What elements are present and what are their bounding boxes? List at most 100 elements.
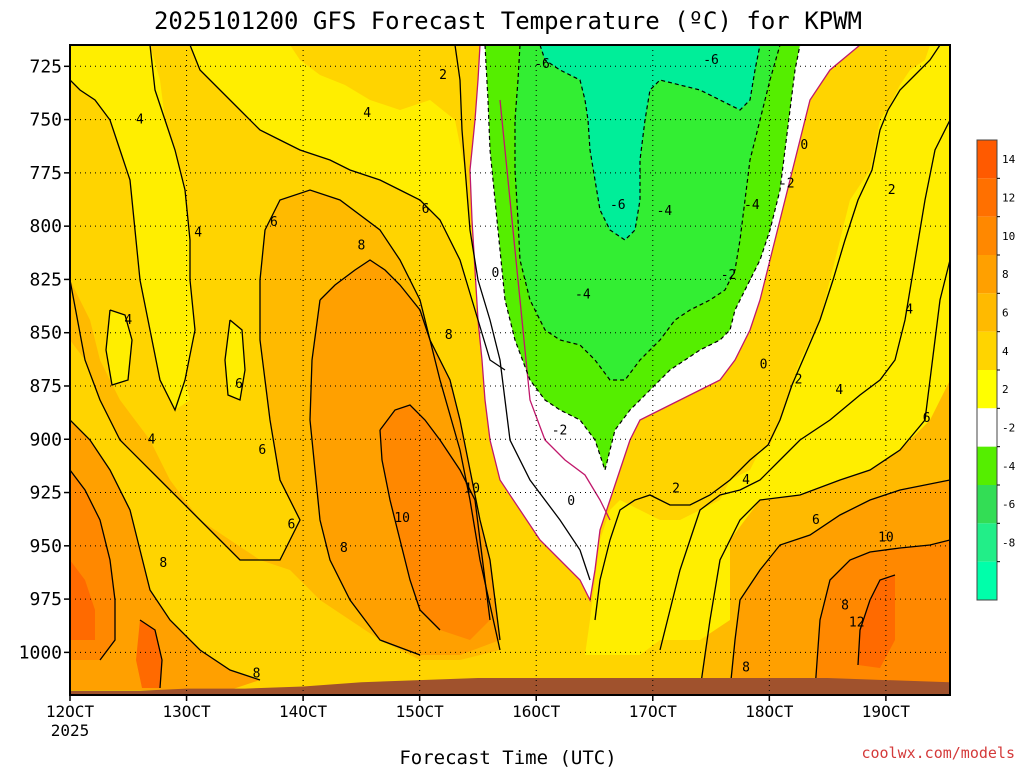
y-tick-label: 950 [29,536,62,557]
isotherm-0-left [469,45,861,603]
colorbar-swatch [977,446,997,485]
colorbar-swatch [977,293,997,332]
colorbar-label: 10 [1002,230,1015,243]
contour-label: 0 [492,266,500,281]
isotherm-6-small [224,319,246,401]
isotherm-contours [70,45,950,691]
isotherm-m4 [514,45,781,381]
contour-label: 0 [800,138,808,153]
contour-label: 8 [445,328,453,343]
terrain-surface [70,677,950,695]
contour-label: 4 [136,113,144,128]
contour-label: 6 [270,215,278,230]
isotherm-8-left [70,419,261,681]
colorbar-swatch [977,523,997,562]
colorbar-swatch [977,140,997,179]
contour-label: 2 [672,481,680,496]
chart-title: 2025101200 GFS Forecast Temperature (ºC)… [154,7,862,35]
isotherm-6-right [699,259,950,691]
colorbar-swatch [977,255,997,294]
contour-label: 6 [288,518,296,533]
colorbar-swatch [977,331,997,370]
isotherm-m6 [539,45,761,241]
colorbar-swatch [977,216,997,255]
colorbar-label: 6 [1002,307,1009,320]
contour-label: 10 [464,481,480,496]
contour-label: 4 [363,106,371,121]
contour-label: 8 [742,660,750,675]
band-8-10-left [70,420,260,690]
x-tick-label: 15OCT [396,702,445,721]
colorbar-label: -4 [1002,460,1016,473]
x-axis-year: 2025 [51,721,90,740]
x-tick-label: 17OCT [629,702,678,721]
x-tick-label: 16OCT [512,702,561,721]
isotherm-12-left [139,619,163,689]
temperature-fill-bands [70,45,950,695]
plot-frame [69,44,951,696]
contour-label: 2 [888,183,896,198]
colorbar-legend: 14 12 10 8 6 4 2 -2 -4 -6 -8 [976,139,1016,601]
colorbar-label: -8 [1002,537,1015,550]
terrain-fill [70,677,950,695]
contour-label: 12 [849,616,865,631]
isotherm-10-left [70,469,116,661]
y-tick-label: 925 [29,483,62,504]
band-2-4-small [106,310,132,385]
contour-label: -6 [610,198,626,213]
isotherm-4-mid [189,45,506,371]
isotherm-2-left [454,45,591,581]
y-tick-label: 825 [29,269,62,290]
grid-lines [70,45,950,695]
isotherm-12-right [857,574,896,666]
colorbar-label: -2 [1002,422,1015,435]
colorbar-swatch [977,485,997,524]
band-m4-m2 [515,45,780,380]
contour-label: 6 [812,513,820,528]
plot-area: 2 4 4 6 6 4 8 4 8 6 4 6 10 10 6 8 8 8 0 -2 0 -6 -6 -6 -4 -4 -4 -2 -2… [69,44,951,696]
colorbar-label: 2 [1002,383,1009,396]
colorbar-label: 12 [1002,192,1015,205]
colorbar-swatch [977,561,997,600]
colorbar-swatch [977,370,997,409]
y-tick-label: 725 [29,56,62,77]
y-tick-label: 975 [29,589,62,610]
colorbar-swatch [977,408,997,447]
isotherm-m2 [484,45,801,473]
x-tick-label: 13OCT [162,702,211,721]
y-tick-label: 800 [29,216,62,237]
band-12-left [136,620,162,688]
band-2-4-small2 [225,320,245,400]
colorbar-label: 14 [1002,153,1016,166]
contour-label: 8 [357,238,365,253]
colorbar-label: 8 [1002,268,1009,281]
contour-label: 0 [567,494,575,509]
contour-label: -2 [552,424,568,439]
band-12-right [858,575,895,668]
x-tick-label: 18OCT [745,702,794,721]
band-2-4-top [190,45,505,370]
colorbar-label: 4 [1002,345,1009,358]
y-tick-label: 850 [29,323,62,344]
contour-label: 8 [841,598,849,613]
contour-label: 6 [422,202,430,217]
isotherm-6-left [70,189,501,651]
isotherm-2-right [594,45,941,621]
credit-label: coolwx.com/models [861,744,1015,762]
x-tick-label: 19OCT [862,702,911,721]
band-10-12-center [380,405,490,640]
band-2-4-upper-left [70,45,195,410]
contour-label: -2 [779,177,795,192]
isotherm-8-center [319,259,501,641]
contour-label: 4 [835,383,843,398]
isotherm-4-small [105,309,133,386]
contour-labels: 2 4 4 6 6 4 8 4 8 6 4 6 10 10 6 8 8 8 0 -2 0 -6 -6 -6 -4 -4 -4 -2 -2… [124,53,930,682]
isotherm-0-inner [499,99,611,521]
contour-label: 4 [148,432,156,447]
x-axis-label: Forecast Time (UTC) [399,747,616,768]
contour-label: 6 [923,411,931,426]
isotherm-4-top [70,45,196,412]
isotherm-10-center [379,404,491,621]
y-axis: 725 750 775 800 825 850 875 900 925 950 975 1000 [19,56,70,663]
contour-label: 4 [194,226,202,241]
